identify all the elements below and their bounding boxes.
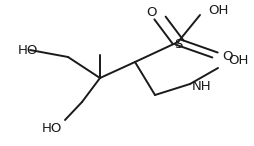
Text: O: O	[146, 7, 157, 20]
Text: S: S	[173, 38, 181, 51]
Text: HO: HO	[18, 44, 38, 57]
Text: OH: OH	[227, 53, 247, 66]
Text: NH: NH	[191, 80, 211, 93]
Text: OH: OH	[207, 4, 228, 16]
Text: HO: HO	[42, 121, 62, 134]
Text: O: O	[221, 49, 232, 62]
